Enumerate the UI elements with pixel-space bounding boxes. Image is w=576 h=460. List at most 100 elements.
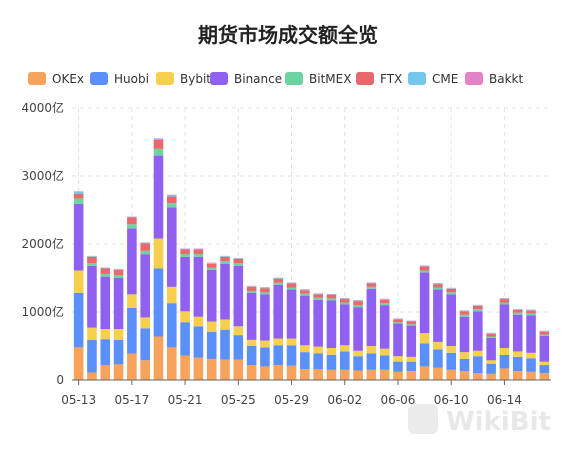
bar-segment-cme <box>260 287 270 289</box>
bar-segment-binance <box>286 289 297 339</box>
bar-segment-bitmex <box>366 286 377 289</box>
bar-segment-huobi <box>486 363 496 374</box>
bar-segment-bybit <box>300 345 310 353</box>
bar-segment-binance <box>419 272 430 334</box>
bar-segment-ftx <box>539 331 550 335</box>
bar-segment-huobi <box>233 335 244 360</box>
bar-segment-binance <box>167 207 177 287</box>
bar-segment-bitmex <box>539 334 550 336</box>
legend-swatch-binance <box>210 72 228 85</box>
bar-segment-bybit <box>393 356 403 362</box>
bar-segment-cme <box>419 265 430 267</box>
bar-segment-okex <box>140 360 150 380</box>
bar-segment-binance <box>499 304 510 349</box>
bar-segment-huobi <box>473 356 483 374</box>
bar-segment-bybit <box>140 317 150 329</box>
bar-segment-cme <box>393 318 403 320</box>
bar-segment-cme <box>406 320 417 322</box>
bar-segment-okex <box>180 355 190 380</box>
bar-segment-bitmex <box>486 336 496 338</box>
bar-segment-bitmex <box>446 292 456 295</box>
bar-segment-cme <box>167 195 177 197</box>
x-tick-label: 05-17 <box>114 393 149 407</box>
bar-segment-huobi <box>433 349 443 368</box>
bar-segment-binance <box>300 295 310 346</box>
bar-segment-huobi <box>353 356 363 371</box>
bar-segment-ftx <box>233 258 244 264</box>
bar-segment-huobi <box>286 345 297 366</box>
watermark-text: WikiBit <box>446 407 551 437</box>
bar-segment-bybit <box>273 338 284 346</box>
bar-segment-ftx <box>113 269 124 276</box>
legend-label-okex: OKEx <box>52 72 84 86</box>
bar-segment-huobi <box>127 307 137 354</box>
bar-segment-bitmex <box>273 282 284 285</box>
bar-segment-okex <box>353 370 363 380</box>
legend-swatch-bybit <box>156 72 174 85</box>
bar-segment-okex <box>379 369 390 380</box>
bar-segment-bybit <box>220 319 230 330</box>
stacked-bars <box>73 138 550 380</box>
bar-segment-huobi <box>539 365 550 374</box>
bar-segment-huobi <box>526 358 536 372</box>
legend-swatch-huobi <box>90 72 108 85</box>
legend-label-huobi: Huobi <box>114 72 149 86</box>
bar-segment-cme <box>459 310 470 312</box>
bar-segment-okex <box>419 366 430 380</box>
bar-segment-bybit <box>512 351 523 357</box>
bar-segment-bitmex <box>339 302 350 305</box>
bar-segment-binance <box>459 316 470 353</box>
x-tick-label: 06-14 <box>487 393 522 407</box>
bar-segment-ftx <box>473 305 483 310</box>
bar-segment-bybit <box>286 338 297 346</box>
bar-segment-cme <box>499 298 510 300</box>
bar-segment-binance <box>100 276 111 329</box>
bar-segment-bitmex <box>260 292 270 295</box>
y-tick-label: 3000亿 <box>21 168 64 183</box>
bar-segment-ftx <box>87 256 97 264</box>
bar-segment-huobi <box>180 322 190 356</box>
bar-segment-ftx <box>127 217 137 225</box>
bar-segment-bitmex <box>459 314 470 317</box>
bar-segment-huobi <box>326 354 337 370</box>
bar-segment-huobi <box>499 354 510 369</box>
bar-segment-okex <box>153 336 164 380</box>
bar-segment-bitmex <box>167 203 177 208</box>
bar-segment-binance <box>206 269 217 322</box>
bar-segment-bybit <box>406 356 417 362</box>
bar-segment-bitmex <box>233 263 244 266</box>
bar-segment-okex <box>539 373 550 380</box>
bar-segment-binance <box>140 254 150 318</box>
bar-segment-ftx <box>167 196 177 204</box>
bar-segment-binance <box>246 292 257 340</box>
bar-segment-ftx <box>220 256 230 261</box>
bar-segment-ftx <box>339 299 350 303</box>
bar-segment-bitmex <box>113 275 124 278</box>
y-tick-label: 4000亿 <box>21 100 64 115</box>
bar-segment-cme <box>512 309 523 310</box>
bar-segment-binance <box>473 311 483 351</box>
bar-segment-ftx <box>326 295 337 299</box>
bar-segment-okex <box>393 371 403 380</box>
bar-segment-binance <box>273 284 284 339</box>
bar-segment-bybit <box>473 350 483 357</box>
bar-segment-okex <box>73 347 84 380</box>
bar-segment-okex <box>473 373 483 380</box>
bar-segment-huobi <box>366 353 377 370</box>
bar-segment-bitmex <box>499 302 510 305</box>
bar-segment-bybit <box>419 333 430 344</box>
bar-segment-bitmex <box>127 224 137 229</box>
bar-segment-cme <box>526 309 536 311</box>
legend-swatch-okex <box>28 72 46 85</box>
bar-segment-ftx <box>193 249 204 255</box>
bar-segment-huobi <box>313 353 323 370</box>
bar-segment-bitmex <box>286 287 297 290</box>
y-axis-labels: 0 1000亿 2000亿 3000亿 4000亿 <box>21 100 64 387</box>
bar-segment-bitmex <box>73 198 84 204</box>
bar-segment-cme <box>206 263 217 264</box>
chart-legend: OKEx Huobi Bybit Binance BitMEX FTX CME Bakkt <box>28 72 523 86</box>
bar-segment-okex <box>406 371 417 380</box>
bar-segment-ftx <box>526 310 536 314</box>
bar-segment-binance <box>73 203 84 271</box>
